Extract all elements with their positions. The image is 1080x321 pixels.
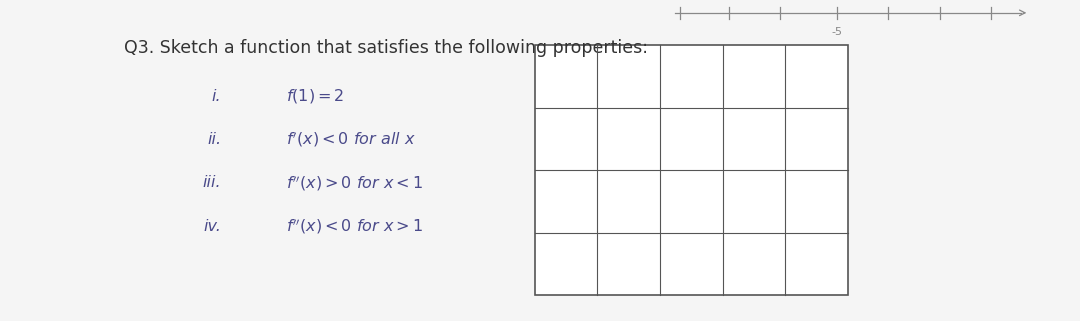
Text: $f'(x) < 0$ for all $x$: $f'(x) < 0$ for all $x$ xyxy=(286,130,416,149)
Text: -5: -5 xyxy=(832,27,842,37)
Text: $f(1) = 2$: $f(1) = 2$ xyxy=(286,87,345,105)
Text: ii.: ii. xyxy=(207,132,221,147)
Text: i.: i. xyxy=(212,89,221,104)
Text: iii.: iii. xyxy=(203,176,221,190)
Text: iv.: iv. xyxy=(203,219,221,234)
Text: $f''(x) < 0$ for $x > 1$: $f''(x) < 0$ for $x > 1$ xyxy=(286,217,423,236)
Text: Q3. Sketch a function that satisfies the following properties:: Q3. Sketch a function that satisfies the… xyxy=(124,39,648,56)
Bar xyxy=(535,45,848,295)
Text: $f''(x) > 0$ for $x < 1$: $f''(x) > 0$ for $x < 1$ xyxy=(286,173,423,193)
